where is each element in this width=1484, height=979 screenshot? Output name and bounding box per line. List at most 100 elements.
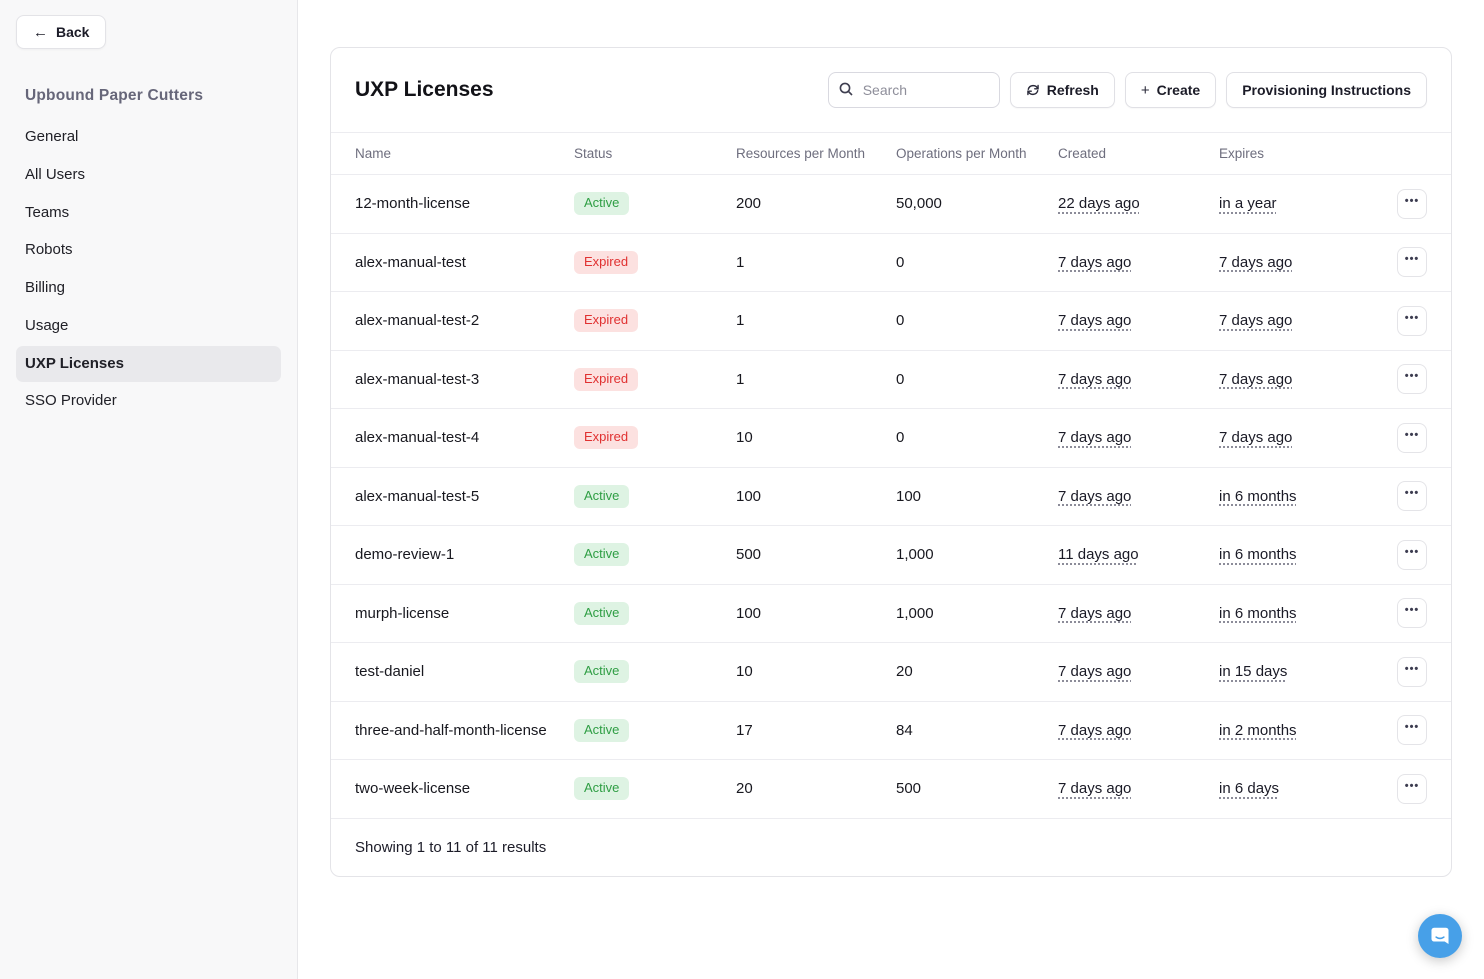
expires-value: in 2 months xyxy=(1219,721,1297,739)
status-cell: Active xyxy=(574,601,736,625)
created-cell: 7 days ago xyxy=(1058,722,1219,739)
sidebar-item-usage[interactable]: Usage xyxy=(25,316,69,334)
license-name: alex-manual-test-5 xyxy=(355,487,480,505)
column-header-created: Created xyxy=(1058,146,1107,161)
sidebar-item-billing[interactable]: Billing xyxy=(25,279,66,296)
status-badge: Active xyxy=(574,601,630,625)
expires-value: in 15 days xyxy=(1219,663,1288,681)
ellipsis-icon: ••• xyxy=(1404,194,1420,207)
license-name: alex-manual-test-4 xyxy=(355,429,480,447)
sidebar-item-all-users[interactable]: All Users xyxy=(25,165,86,183)
table-row: test-daniel Active 10 20 7 days ago in 1… xyxy=(331,643,1451,702)
row-actions-button[interactable]: ••• xyxy=(1397,422,1427,453)
resources-value: 1 xyxy=(736,253,745,271)
actions-cell: ••• xyxy=(1397,598,1427,629)
sidebar-item-general[interactable]: General xyxy=(25,128,79,145)
create-button[interactable]: + Create xyxy=(1124,72,1217,108)
actions-cell: ••• xyxy=(1397,247,1427,278)
refresh-button[interactable]: Refresh xyxy=(1009,72,1115,108)
resources-value: 100 xyxy=(736,604,762,622)
row-actions-button[interactable]: ••• xyxy=(1397,715,1427,746)
expires-cell: 7 days ago xyxy=(1219,429,1389,446)
table-row: alex-manual-test Expired 1 0 7 days ago … xyxy=(331,234,1451,292)
operations-value: 1,000 xyxy=(896,546,934,564)
table-body: 12-month-license Active 200 50,000 22 da… xyxy=(331,175,1451,819)
sidebar-item-uxp-licenses[interactable]: UXP Licenses xyxy=(16,345,281,383)
expires-value: in 6 months xyxy=(1219,546,1297,564)
row-actions-button[interactable]: ••• xyxy=(1397,481,1427,512)
page-title: UXP Licenses xyxy=(355,78,494,101)
row-actions-button[interactable]: ••• xyxy=(1397,773,1427,804)
status-badge: Active xyxy=(574,777,630,801)
license-name: three-and-half-month-license xyxy=(355,721,547,739)
actions-cell: ••• xyxy=(1397,656,1427,687)
status-badge: Active xyxy=(574,660,630,684)
status-cell: Expired xyxy=(574,309,736,333)
created-value: 7 days ago xyxy=(1058,780,1132,798)
status-badge: Active xyxy=(574,192,630,216)
license-name: two-week-license xyxy=(355,780,471,798)
ellipsis-icon: ••• xyxy=(1404,662,1420,675)
expires-cell: in a year xyxy=(1219,195,1389,212)
provisioning-instructions-button[interactable]: Provisioning Instructions xyxy=(1226,72,1427,108)
operations-value: 1,000 xyxy=(896,604,934,622)
row-actions-button[interactable]: ••• xyxy=(1397,539,1427,570)
expires-value: 7 days ago xyxy=(1219,429,1293,447)
expires-value: in a year xyxy=(1219,195,1277,213)
resources-value: 17 xyxy=(736,721,753,739)
status-badge: Expired xyxy=(574,250,639,274)
created-cell: 7 days ago xyxy=(1058,429,1219,446)
licenses-card: UXP Licenses Refresh xyxy=(330,47,1452,877)
row-actions-button[interactable]: ••• xyxy=(1397,656,1427,687)
chat-launcher-button[interactable] xyxy=(1418,914,1462,958)
expires-value: 7 days ago xyxy=(1219,253,1293,271)
sidebar-item-sso-provider[interactable]: SSO Provider xyxy=(25,392,117,410)
ellipsis-icon: ••• xyxy=(1404,779,1420,792)
status-cell: Expired xyxy=(574,367,736,391)
operations-value: 500 xyxy=(896,780,922,798)
main-content: UXP Licenses Refresh xyxy=(298,0,1484,979)
table-row: three-and-half-month-license Active 17 8… xyxy=(331,702,1451,760)
created-cell: 7 days ago xyxy=(1058,488,1219,505)
created-value: 7 days ago xyxy=(1058,721,1132,739)
row-actions-button[interactable]: ••• xyxy=(1397,364,1427,395)
status-badge: Expired xyxy=(574,367,639,391)
status-badge: Expired xyxy=(574,309,639,333)
search-icon xyxy=(839,82,853,96)
sidebar-nav: General All Users Teams Robots Billing Usage U… xyxy=(16,119,281,421)
table-row: alex-manual-test-2 Expired 1 0 7 days ag… xyxy=(331,292,1451,351)
sidebar-item-teams[interactable]: Teams xyxy=(25,203,70,221)
row-actions-button[interactable]: ••• xyxy=(1397,598,1427,629)
expires-cell: in 2 months xyxy=(1219,722,1389,739)
search-input[interactable] xyxy=(827,72,1000,108)
created-cell: 7 days ago xyxy=(1058,371,1219,388)
sidebar-item-robots[interactable]: Robots xyxy=(25,241,73,259)
row-actions-button[interactable]: ••• xyxy=(1397,305,1427,336)
resources-value: 200 xyxy=(736,195,762,213)
created-cell: 22 days ago xyxy=(1058,195,1219,212)
ellipsis-icon: ••• xyxy=(1404,311,1420,324)
refresh-icon xyxy=(1026,84,1039,96)
ellipsis-icon: ••• xyxy=(1404,487,1420,500)
created-value: 7 days ago xyxy=(1058,487,1132,505)
status-cell: Active xyxy=(574,543,736,567)
search-container xyxy=(827,72,1000,108)
created-cell: 7 days ago xyxy=(1058,605,1219,622)
operations-value: 100 xyxy=(896,487,922,505)
expires-cell: in 6 months xyxy=(1219,488,1389,505)
table-row: 12-month-license Active 200 50,000 22 da… xyxy=(331,175,1451,234)
actions-cell: ••• xyxy=(1397,305,1427,336)
created-cell: 7 days ago xyxy=(1058,663,1219,680)
status-cell: Active xyxy=(574,718,736,742)
actions-cell: ••• xyxy=(1397,422,1427,453)
expires-cell: in 6 months xyxy=(1219,605,1389,622)
row-actions-button[interactable]: ••• xyxy=(1397,247,1427,278)
back-button[interactable]: ← Back xyxy=(16,15,107,49)
ellipsis-icon: ••• xyxy=(1404,604,1420,617)
row-actions-button[interactable]: ••• xyxy=(1397,188,1427,219)
operations-value: 0 xyxy=(896,429,905,447)
ellipsis-icon: ••• xyxy=(1404,721,1420,734)
status-cell: Active xyxy=(574,192,736,216)
status-cell: Active xyxy=(574,660,736,684)
